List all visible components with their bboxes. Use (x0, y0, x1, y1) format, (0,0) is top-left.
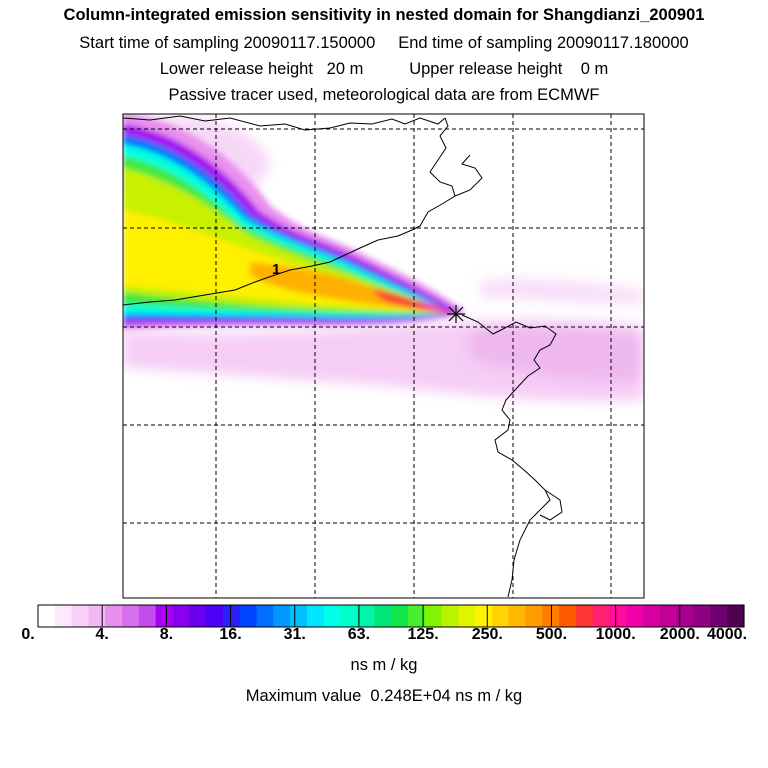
colorbar-swatch (559, 605, 577, 627)
tracer-info: Passive tracer used, meteorological data… (168, 86, 600, 104)
colorbar-swatch (508, 605, 527, 627)
colorbar-swatch (592, 605, 611, 627)
colorbar-swatch (273, 605, 291, 627)
colorbar-swatch (122, 605, 140, 627)
receptor-marker-icon (447, 305, 465, 323)
coastline-peninsula-north (454, 154, 483, 197)
plume-band-magenta (418, 300, 455, 314)
colorbar-swatch (676, 605, 695, 627)
colorbar-tick-label: 16. (219, 626, 242, 643)
colorbar-swatch (155, 605, 174, 627)
colorbar-tick-label: 250. (471, 626, 503, 643)
colorbar-swatch (441, 605, 459, 627)
colorbar-swatch (357, 605, 375, 627)
colorbar-swatch (374, 605, 392, 627)
colorbar-swatch (105, 605, 123, 627)
release-heights: Lower release height 20 m Upper release … (159, 60, 609, 78)
colorbar-swatch (239, 605, 258, 627)
colorbar-swatch (643, 605, 661, 627)
colorbar-tick-label: 4. (95, 626, 109, 643)
colorbar-swatch (206, 605, 224, 627)
colorbar-swatch (693, 605, 711, 627)
border-internal (123, 225, 421, 306)
colorbar-tick-label: 125. (407, 626, 439, 643)
colorbar-tick-label: 63. (347, 626, 371, 643)
colorbar-tick-label: 31. (283, 626, 306, 643)
sensitivity-field (123, 114, 644, 402)
colorbar-swatch (626, 605, 644, 627)
colorbar-swatch (458, 605, 476, 627)
colorbar-swatch (323, 605, 342, 627)
colorbar-swatch (575, 605, 594, 627)
colorbar-swatch (727, 605, 745, 627)
colorbar-swatch (491, 605, 510, 627)
colorbar-tick-label: 8. (159, 626, 174, 643)
colorbar-tick-label: 4000. (706, 626, 748, 643)
colorbar-tick-label: 2000. (659, 626, 700, 643)
colorbar-swatch (290, 605, 308, 627)
colorbar-swatch (306, 605, 325, 627)
colorbar-tick-label: 0. (21, 626, 35, 643)
colorbar-swatch (54, 605, 73, 627)
colorbar-swatch (391, 605, 409, 627)
colorbar-tick-label: 500. (535, 626, 568, 643)
colorbar-swatch (340, 605, 358, 627)
border-north (123, 115, 446, 131)
colorbar-swatch (38, 605, 56, 627)
colorbar-swatch (609, 605, 627, 627)
faint-sensitivity-patch-mid (480, 278, 644, 305)
colorbar-swatch (172, 605, 190, 627)
colorbar-swatch (710, 605, 728, 627)
colorbar-swatch (88, 605, 106, 627)
colorbar-swatch (525, 605, 543, 627)
maximum-value: Maximum value 0.248E+04 ns m / kg (245, 687, 523, 705)
colorbar-frame (37, 604, 745, 628)
colorbar-swatch (256, 605, 274, 627)
colorbar-tick-label: 1000. (595, 626, 636, 643)
coastline-south (461, 314, 557, 598)
colorbar-swatch (475, 605, 493, 627)
colorbar (37, 604, 745, 628)
colorbar-swatch (71, 605, 90, 627)
map-frame (122, 113, 645, 599)
lat-lon-grid (123, 114, 644, 598)
colorbar-swatch (222, 605, 241, 627)
sampling-times: Start time of sampling 20090117.150000 E… (79, 34, 689, 52)
colorbar-swatch (407, 605, 426, 627)
colorbar-units: ns m / kg (350, 656, 418, 674)
colorbar-swatch (659, 605, 678, 627)
coastline-bay-south (539, 489, 563, 521)
colorbar-swatch (424, 605, 443, 627)
contour-label: 1 (272, 261, 280, 278)
colorbar-swatch (189, 605, 207, 627)
map-title: Column-integrated emission sensitivity i… (63, 6, 705, 24)
colorbar-swatch (138, 605, 157, 627)
coastline-east (419, 117, 456, 227)
coastlines-borders (123, 115, 563, 598)
